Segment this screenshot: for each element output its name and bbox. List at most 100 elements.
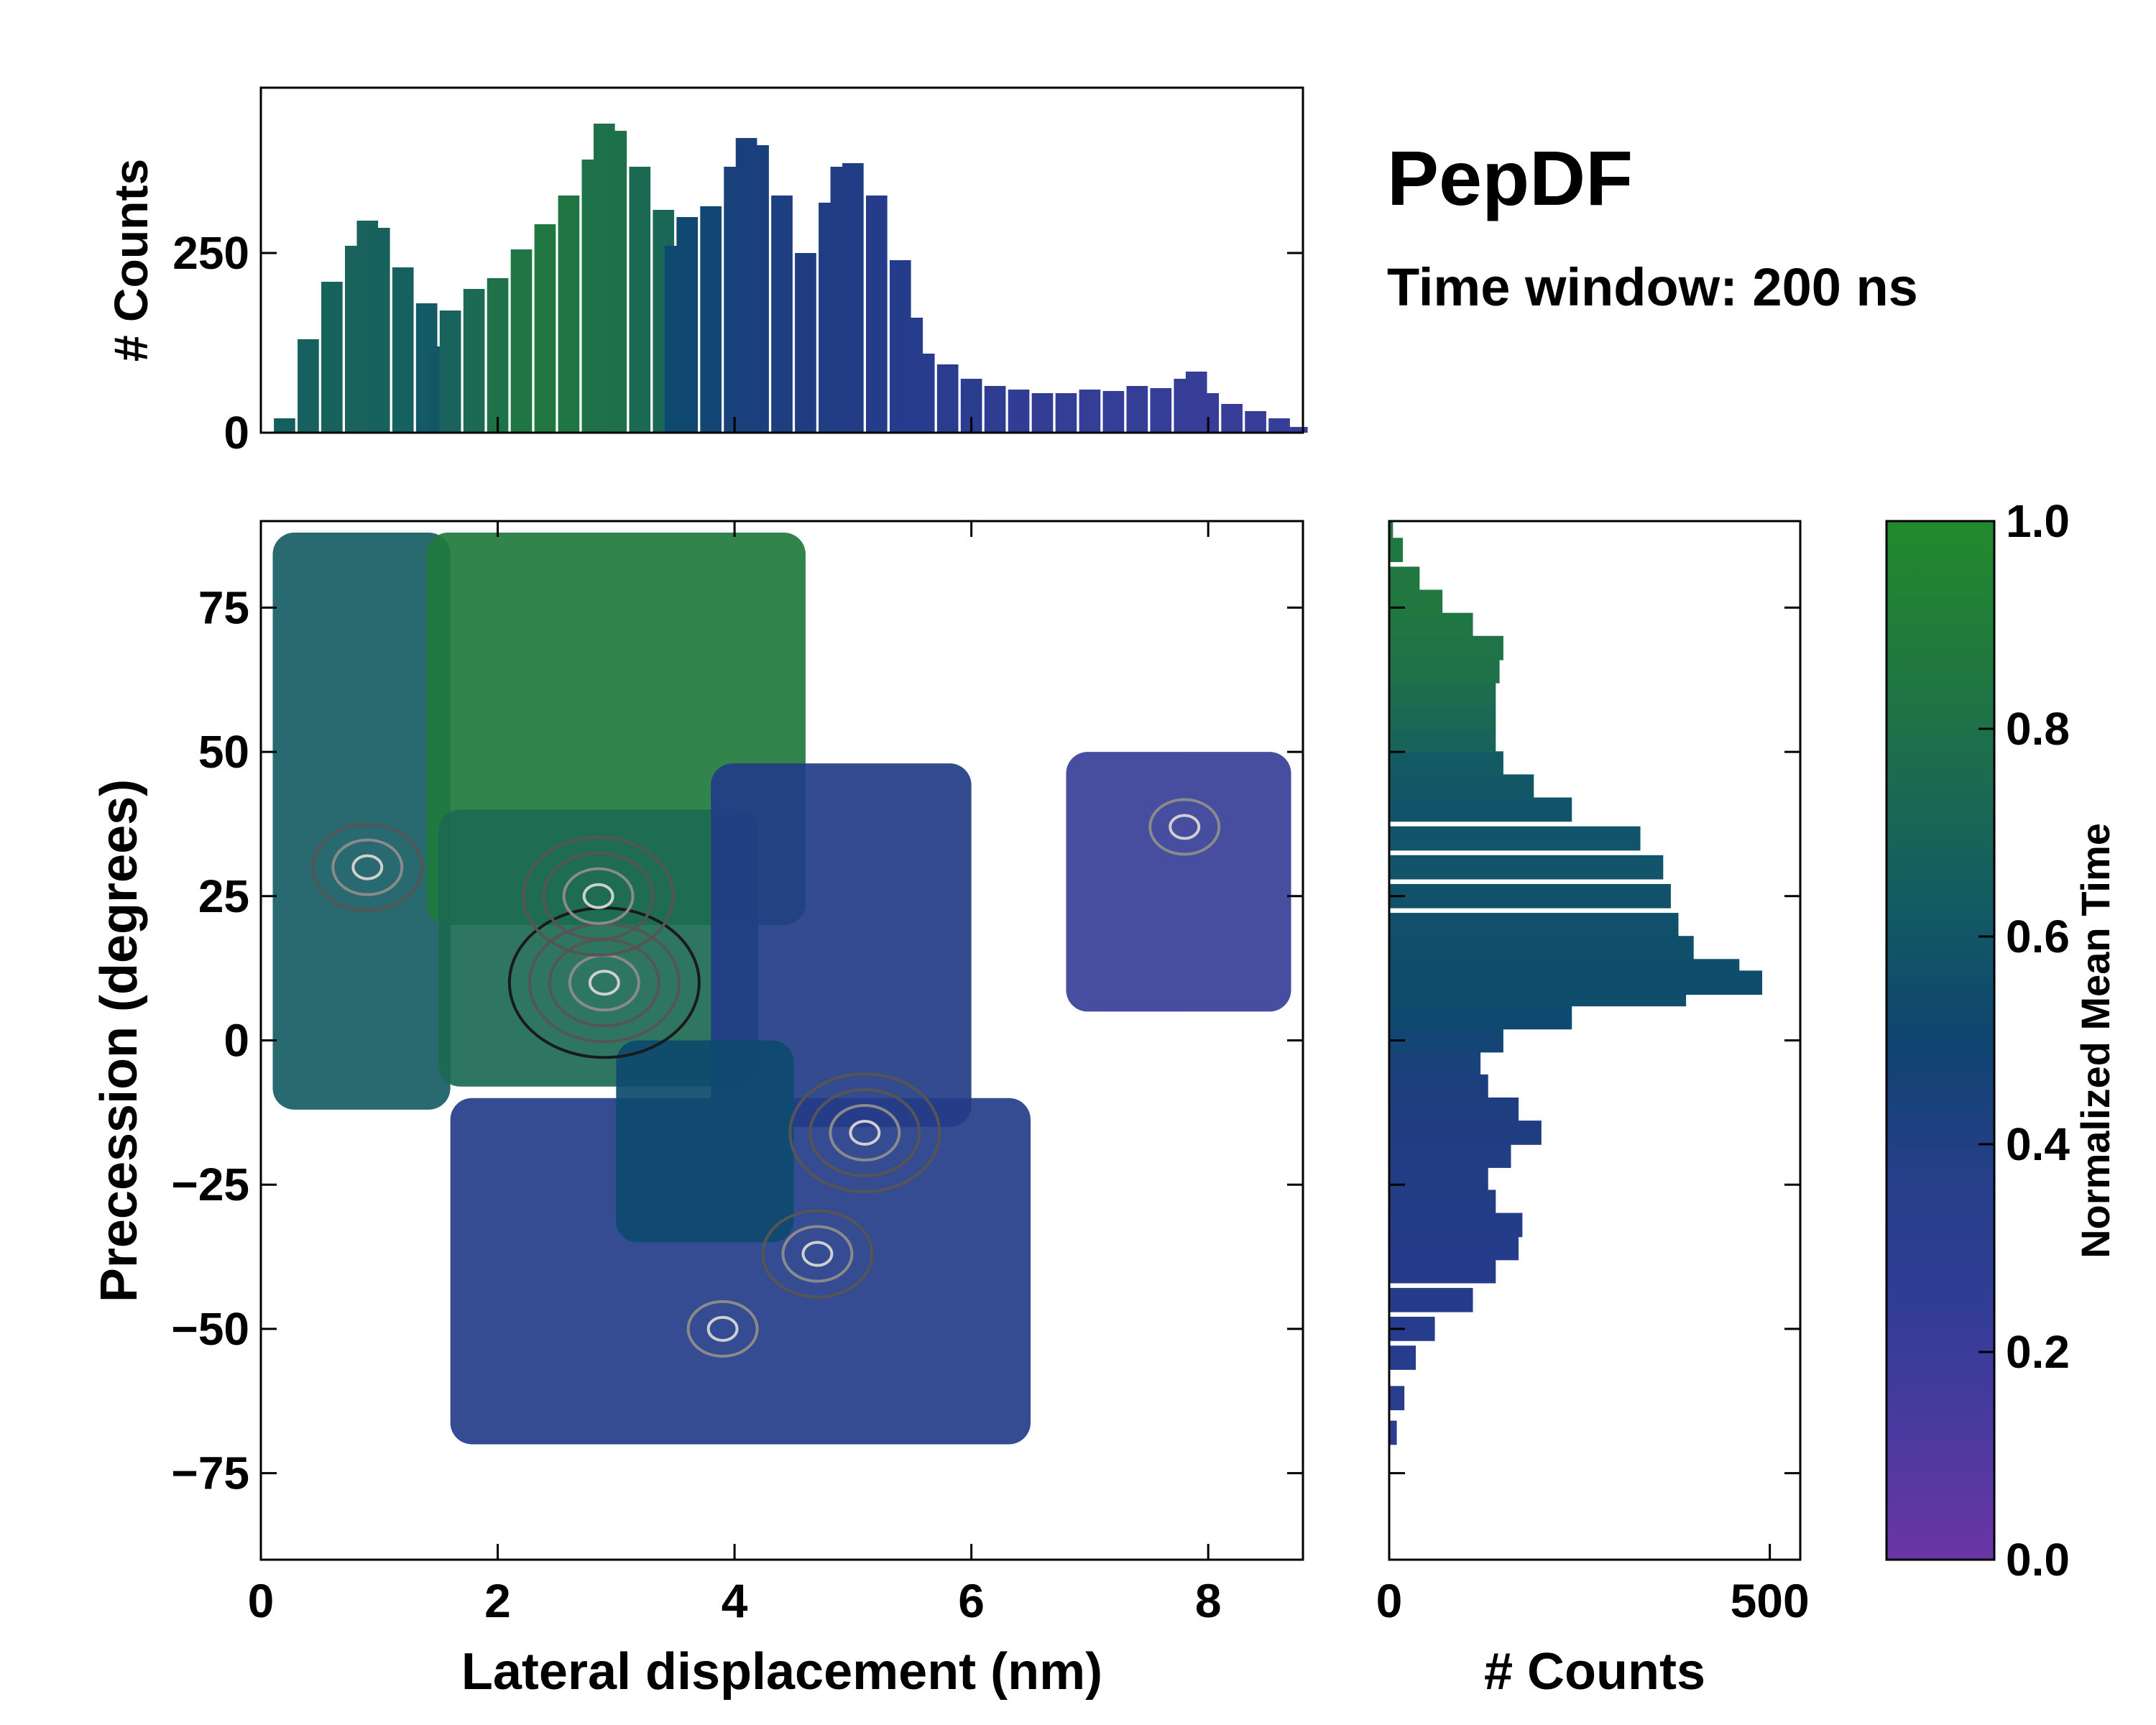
density-contour (706, 1315, 739, 1342)
top-histogram-bar (1079, 390, 1101, 433)
x-tick-label: 8 (1195, 1574, 1222, 1627)
density-contour (311, 822, 424, 912)
y-tick-label: 0 (224, 1015, 249, 1067)
right-x-tick-label: 0 (1376, 1574, 1403, 1627)
right-x-tick-label: 500 (1731, 1574, 1810, 1627)
right-histogram-bar (1389, 1346, 1416, 1370)
right-histogram-bar (1389, 1167, 1488, 1192)
right-histogram-bar (1389, 1144, 1511, 1168)
y-tick-label: 75 (198, 581, 249, 633)
density-contour (1169, 814, 1201, 840)
right-histogram-bar (1389, 1287, 1473, 1312)
right-histogram-bar (1389, 826, 1641, 851)
top-histogram-bar (842, 163, 864, 433)
y-tick-label: −75 (171, 1448, 249, 1499)
heatmap-region-center (438, 809, 759, 1087)
top-histogram-bar (629, 167, 651, 433)
heatmap-region-lower-left-center (616, 1040, 794, 1243)
top-histogram-bar (1221, 404, 1243, 433)
right-histogram-bar (1389, 566, 1420, 592)
heatmap-region-lower-center (450, 1098, 1031, 1445)
right-histogram-bar (1389, 959, 1740, 984)
main-heatmap: 0 2 4 6 8 75 50 25 0 −25 −50 −75 Lateral displaceme… (91, 520, 1304, 1701)
y-tick-label: 25 (198, 870, 249, 922)
main-x-label: Lateral displacement (nm) (461, 1643, 1102, 1701)
right-histogram-bar (1389, 728, 1496, 753)
colorbar-ticks: 1.0 0.8 0.6 0.4 0.2 0.0 (1978, 495, 2070, 1586)
density-contour (686, 1300, 759, 1358)
heatmap-region-right-lobe (1066, 752, 1291, 1012)
main-ticks: 0 2 4 6 8 75 50 25 0 −25 −50 −75 (171, 521, 1303, 1627)
top-histogram-bar (298, 339, 319, 433)
density-contour (542, 851, 655, 941)
right-histogram-bar (1389, 1213, 1523, 1238)
x-tick-label: 6 (958, 1574, 985, 1627)
right-histogram-bar (1389, 1074, 1488, 1099)
right-histogram-bar (1389, 705, 1496, 730)
right-histogram-bar (1389, 936, 1694, 960)
right-histogram-bar (1389, 1190, 1496, 1215)
heatmap-region-middle-right (711, 763, 972, 1127)
top-histogram-bar (795, 253, 816, 433)
colorbar-label: Normalized Mean Time (2073, 823, 2118, 1259)
top-histogram-ticks: 0 250 (172, 227, 1303, 459)
top-histogram-bar (865, 196, 888, 433)
density-contour (829, 1103, 901, 1162)
right-histogram-bar (1389, 681, 1496, 707)
right-histogram-bar (1389, 855, 1664, 880)
right-histogram-bar (1389, 612, 1473, 638)
colorbar-tick-label: 0.2 (2006, 1326, 2070, 1378)
top-histogram-bar (487, 278, 509, 433)
top-histogram-bar (605, 131, 627, 433)
top-histogram-bar (558, 196, 580, 433)
y-tick-label: 50 (198, 726, 249, 778)
top-histogram-bar (439, 310, 461, 433)
density-contour (582, 883, 614, 909)
top-histogram-bars (274, 124, 1308, 433)
top-histogram-bar (321, 282, 343, 433)
right-histogram-bar (1389, 1259, 1496, 1284)
right-histogram-bar (1389, 1236, 1519, 1261)
top-y-label: # Counts (104, 159, 157, 362)
top-histogram-bar (1126, 386, 1148, 433)
top-histogram-bar (771, 196, 793, 433)
right-histogram-bars (1389, 520, 1763, 1445)
right-histogram-bar (1389, 797, 1572, 822)
x-tick-label: 2 (484, 1574, 511, 1627)
top-histogram-bar (1245, 411, 1266, 433)
x-tick-label: 4 (722, 1574, 748, 1627)
top-histogram-bar (984, 386, 1006, 433)
density-contour (562, 867, 635, 925)
colorbar-tick-label: 0.0 (2006, 1534, 2070, 1586)
right-histogram-bar (1389, 913, 1679, 937)
density-contour (781, 1225, 854, 1283)
top-histogram-bar (747, 145, 769, 433)
right-histogram-bar (1389, 520, 1393, 545)
top-histogram-bar (1102, 391, 1125, 433)
top-histogram-bar (676, 217, 699, 433)
right-histogram-ticks: 0 500 (1376, 606, 1810, 1627)
colorbar-tick-label: 1.0 (2006, 495, 2070, 547)
density-contour (761, 1209, 874, 1299)
right-histogram-bar (1389, 1005, 1572, 1030)
y-tick-label: −25 (171, 1159, 249, 1210)
density-contour (1148, 798, 1221, 856)
figure-subtitle: Time window: 200 ns (1387, 257, 1918, 317)
heatmap-contours (311, 798, 1221, 1358)
top-histogram-bar (913, 354, 935, 433)
right-histogram-bar (1389, 589, 1443, 615)
figure-title: PepDF (1387, 134, 1633, 221)
colorbar-tick-label: 0.4 (2006, 1118, 2070, 1170)
right-histogram: 0 500 # Counts (1376, 520, 1810, 1701)
heatmap-regions (272, 533, 1291, 1445)
density-contour (522, 835, 675, 957)
top-histogram-bar (700, 206, 722, 433)
top-histogram-frame (259, 86, 1304, 434)
right-histogram-bar (1389, 751, 1503, 776)
right-histogram-bar (1389, 658, 1500, 684)
density-contour (801, 1241, 834, 1267)
right-histogram-bar (1389, 1121, 1542, 1145)
density-contour (331, 838, 404, 896)
top-histogram-bar (1055, 393, 1077, 433)
